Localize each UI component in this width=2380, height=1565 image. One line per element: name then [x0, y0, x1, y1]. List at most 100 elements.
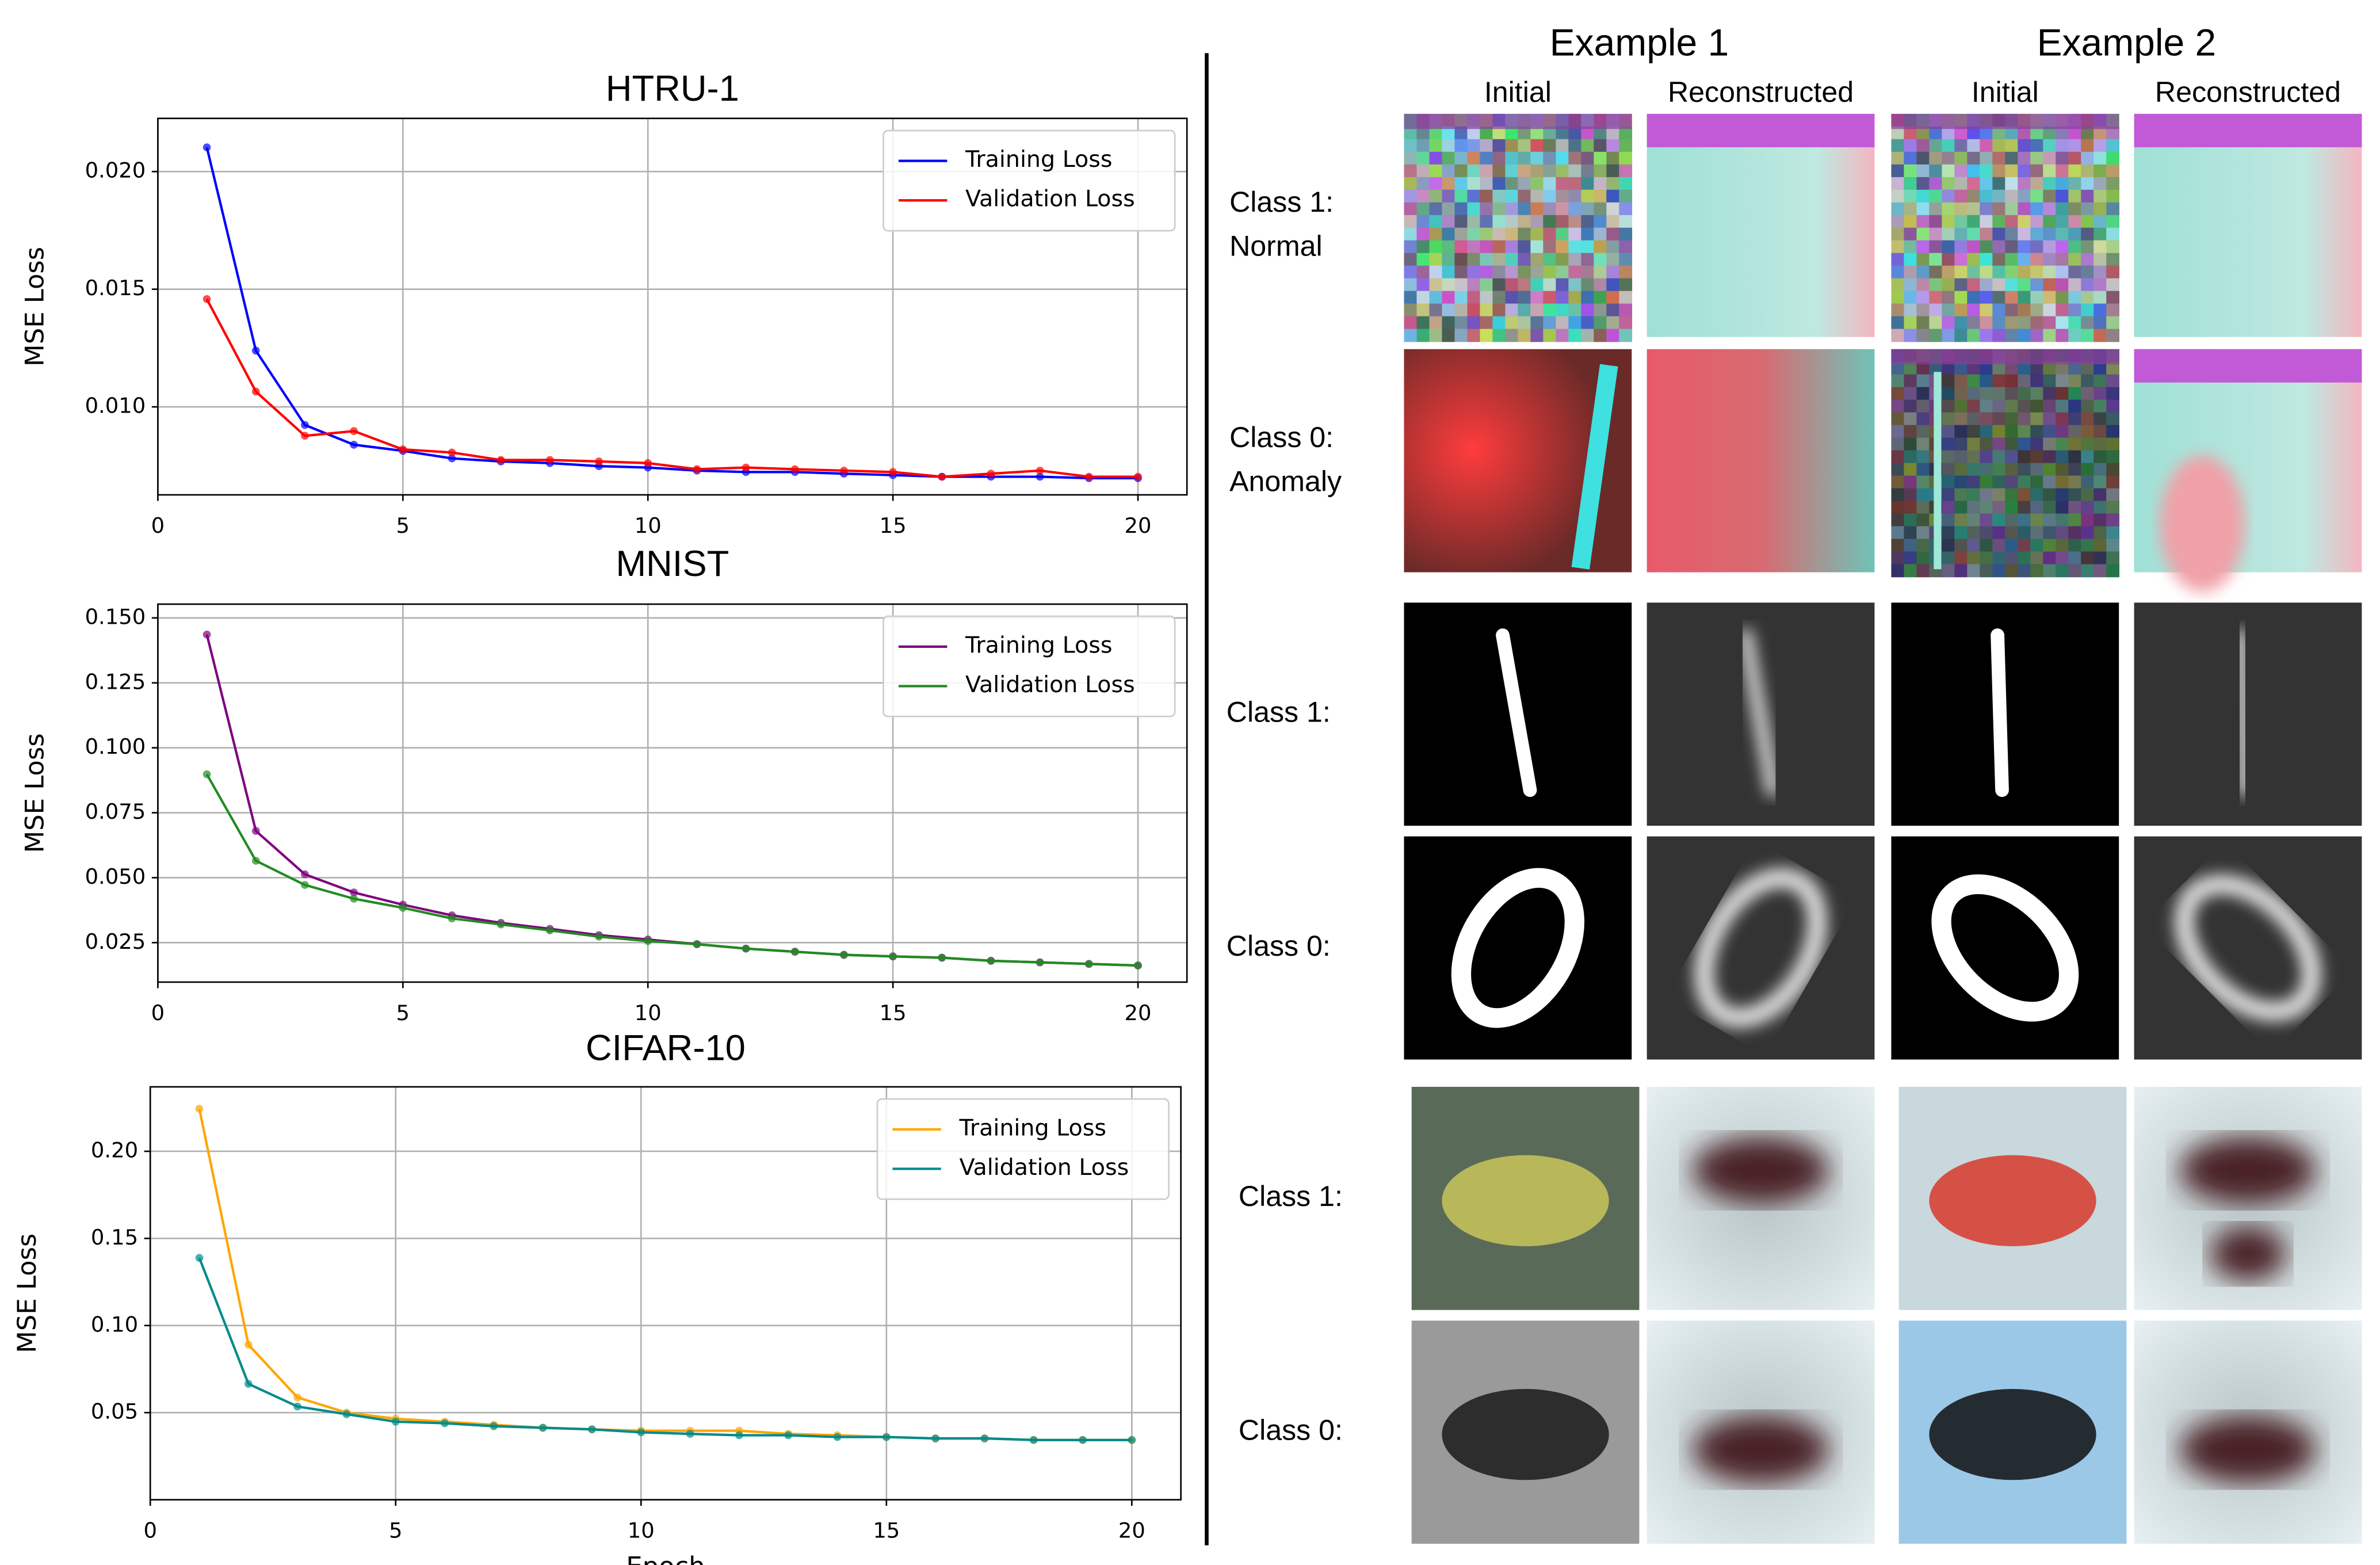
pixel [1594, 164, 1607, 178]
pixel [1543, 291, 1557, 304]
pixel [1904, 329, 1917, 342]
x-axis-label: Epoch [626, 1551, 705, 1565]
pixel [1492, 202, 1506, 216]
pixel [1904, 564, 1917, 578]
pixel [2018, 361, 2031, 375]
pixel [2030, 227, 2044, 241]
pixel [1581, 151, 1595, 165]
pixel [1891, 501, 1905, 514]
pixel [2081, 227, 2095, 241]
pixel [1505, 278, 1519, 292]
pixel [2068, 278, 2082, 292]
pixel [1518, 189, 1531, 203]
pixel [2068, 189, 2082, 203]
pixel [1942, 215, 1955, 228]
pixel [1581, 253, 1595, 266]
pixel [1967, 215, 1981, 228]
pixel [1581, 291, 1595, 304]
x-tick-label: 20 [1118, 1518, 1145, 1543]
pixel [1904, 215, 1917, 228]
pixel [1480, 240, 1493, 254]
plot-frame [157, 603, 1188, 983]
pixel [1954, 564, 1968, 578]
pixel [2043, 450, 2057, 464]
pixel [2106, 564, 2119, 578]
pixel [2106, 526, 2119, 540]
pixel [1556, 227, 1569, 241]
pixel [1581, 189, 1595, 203]
pixel [1404, 139, 1418, 152]
pixel [1904, 374, 1917, 388]
pixel [2094, 412, 2107, 426]
pixel [1581, 227, 1595, 241]
pixel [2043, 151, 2057, 165]
pixel [1442, 329, 1455, 342]
pixel [1581, 240, 1595, 254]
pixel [1891, 475, 1905, 489]
pixel [1980, 501, 1993, 514]
pixel [1954, 240, 1968, 254]
pixel [1992, 253, 2006, 266]
data-point [790, 465, 799, 474]
pixel [2068, 564, 2082, 578]
pixel [1967, 399, 1981, 413]
pixel [2005, 526, 2019, 540]
pixel [2005, 475, 2019, 489]
pixel [2018, 374, 2031, 388]
pixel [1467, 139, 1481, 152]
pixel [1505, 329, 1519, 342]
tile-stripe [1891, 349, 2119, 365]
pixel [1416, 316, 1430, 330]
pixel [1992, 551, 2006, 565]
pixel [2068, 412, 2082, 426]
pixel [2056, 177, 2069, 190]
pixel [1954, 253, 1968, 266]
data-point [987, 469, 995, 478]
pixel [1543, 126, 1557, 140]
y-tick-label: 0.10 [91, 1312, 138, 1337]
pixel [2081, 215, 2095, 228]
pixel [1467, 227, 1481, 241]
pixel [1568, 164, 1582, 178]
pixel [1543, 329, 1557, 342]
pixel [2030, 329, 2044, 342]
data-point [391, 1418, 400, 1426]
pixel [1942, 463, 1955, 476]
x-tick-label: 5 [396, 513, 410, 538]
pixel [1980, 437, 1993, 451]
pixel [2030, 387, 2044, 400]
pixel [2030, 399, 2044, 413]
pixel [1568, 303, 1582, 317]
pixel [1581, 164, 1595, 178]
pixel [2094, 513, 2107, 527]
data-point [686, 1430, 694, 1438]
pixel [1442, 253, 1455, 266]
object [1929, 1155, 2096, 1246]
pixel [2056, 412, 2069, 426]
pixel [1891, 399, 1905, 413]
pixel [2056, 361, 2069, 375]
pixel [1416, 202, 1430, 216]
pixel [1942, 291, 1955, 304]
pixel [1954, 475, 1968, 489]
pixel [1505, 139, 1519, 152]
pixel [1556, 177, 1569, 190]
x-tick-label: 5 [389, 1518, 403, 1543]
pixel [1980, 513, 1993, 527]
data-point [1084, 960, 1093, 968]
pixel [2018, 303, 2031, 317]
pixel [1530, 139, 1544, 152]
data-point [1036, 467, 1044, 475]
pixel [1980, 551, 1993, 565]
pixel [1980, 164, 1993, 178]
pixel [1992, 126, 2006, 140]
pixel [1480, 215, 1493, 228]
pixel [2094, 291, 2107, 304]
pixel [2068, 177, 2082, 190]
pixel [2030, 316, 2044, 330]
y-tick-label: 0.100 [85, 734, 146, 759]
pixel [2043, 164, 2057, 178]
pixel [2081, 316, 2095, 330]
pixel [1992, 240, 2006, 254]
pixel [2005, 450, 2019, 464]
